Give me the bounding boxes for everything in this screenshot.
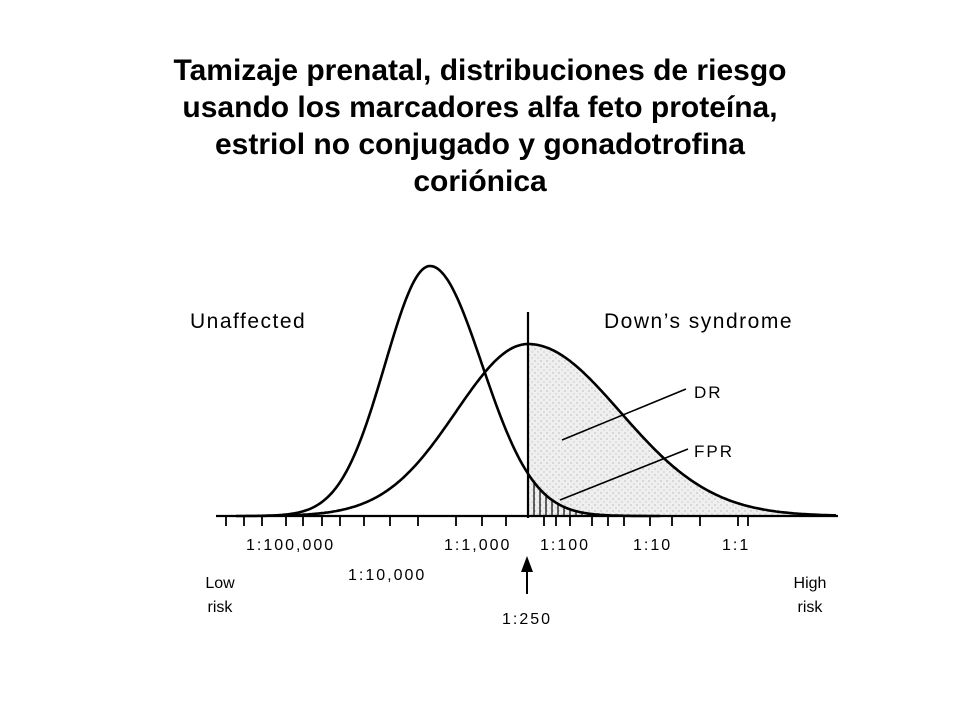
down-syndrome-curve bbox=[262, 342, 837, 518]
tick-label: 1:100 bbox=[540, 537, 590, 554]
cutoff-label: 1:250 bbox=[502, 611, 552, 628]
x-axis-ticks bbox=[225, 516, 749, 526]
title-line: usando los marcadores alfa feto proteína… bbox=[182, 91, 778, 124]
tick-label: 1:1,000 bbox=[444, 537, 511, 554]
tick-label: 1:10,000 bbox=[348, 567, 426, 584]
title-line: estriol no conjugado y gonadotrofina bbox=[215, 128, 745, 161]
high-risk-label: risk bbox=[798, 599, 824, 616]
slide-title: Tamizaje prenatal, distribuciones de rie… bbox=[60, 52, 900, 200]
high-risk-label: High bbox=[794, 575, 827, 592]
fpr-leader-line bbox=[559, 448, 689, 501]
cutoff-arrowhead bbox=[521, 556, 533, 572]
tick-label: 1:100,000 bbox=[246, 537, 335, 554]
low-risk-label: risk bbox=[208, 599, 234, 616]
title-line: coriónica bbox=[413, 165, 547, 198]
tick-label: 1:10 bbox=[633, 537, 672, 554]
unaffected-curve bbox=[236, 264, 660, 518]
dr-label: DR bbox=[694, 383, 723, 402]
low-risk-label: Low bbox=[205, 575, 235, 592]
legend-down-syndrome: Down’s syndrome bbox=[604, 310, 793, 333]
legend-unaffected: Unaffected bbox=[190, 310, 306, 333]
dr-leader-line bbox=[561, 388, 687, 441]
detection-rate-area bbox=[528, 344, 832, 516]
title-line: Tamizaje prenatal, distribuciones de rie… bbox=[173, 54, 787, 87]
tick-label: 1:1 bbox=[722, 537, 750, 554]
fpr-label: FPR bbox=[694, 442, 734, 461]
